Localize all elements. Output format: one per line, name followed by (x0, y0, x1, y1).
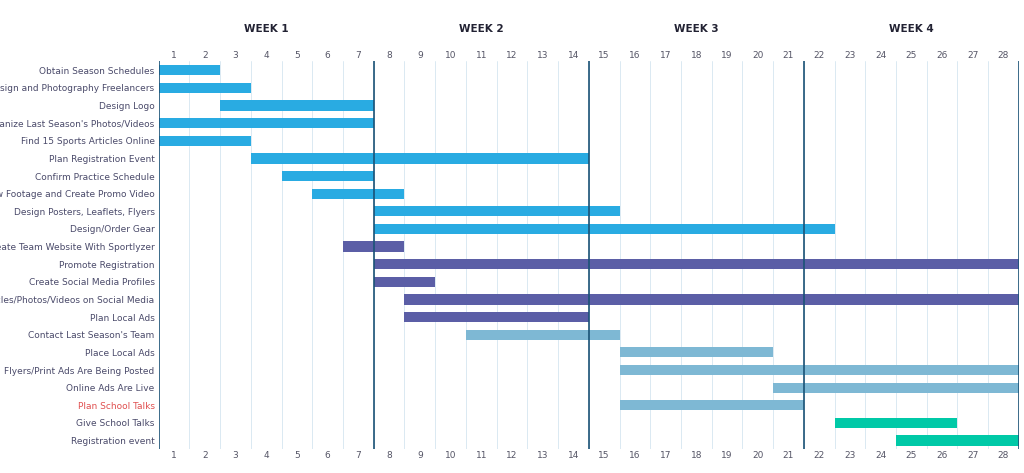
Bar (312, 189, 404, 199)
Bar (835, 418, 957, 428)
Bar (343, 242, 404, 252)
Text: WEEK 3: WEEK 3 (674, 24, 719, 34)
Bar (374, 224, 835, 234)
Bar (220, 100, 374, 111)
Bar (159, 83, 251, 93)
Bar (374, 259, 1019, 269)
Bar (896, 436, 1019, 446)
Bar (159, 65, 220, 75)
Bar (404, 294, 1019, 305)
Bar (620, 400, 804, 411)
Text: WEEK 2: WEEK 2 (459, 24, 504, 34)
Bar (251, 153, 589, 164)
Bar (374, 277, 435, 287)
Bar (404, 312, 589, 322)
Bar (159, 136, 251, 146)
Text: WEEK 1: WEEK 1 (244, 24, 289, 34)
Bar (159, 118, 374, 128)
Text: WEEK 4: WEEK 4 (889, 24, 934, 34)
Bar (374, 206, 620, 217)
Bar (282, 171, 374, 181)
Bar (620, 365, 1019, 375)
Bar (620, 347, 773, 358)
Bar (466, 330, 620, 340)
Bar (773, 383, 1019, 393)
